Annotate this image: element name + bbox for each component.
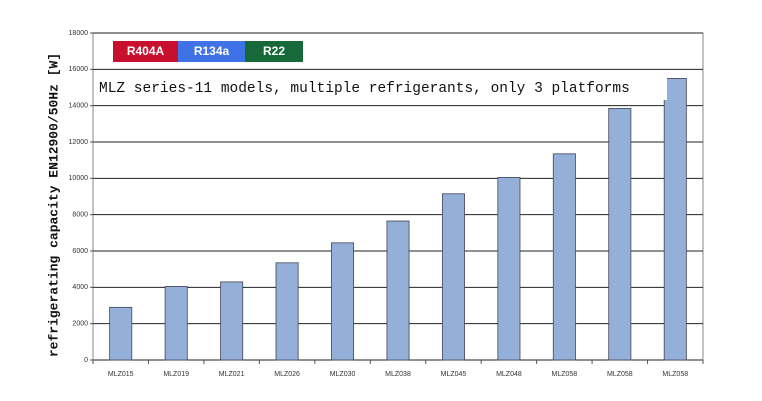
annotation: MLZ series-11 models, multiple refrigera… <box>99 81 630 97</box>
legend-label: R404A <box>127 44 165 58</box>
x-tick-label: MLZ058 <box>552 371 578 378</box>
y-tick-label: 2000 <box>72 321 88 328</box>
x-tick-label: MLZ058 <box>662 371 688 378</box>
y-tick-label: 6000 <box>72 248 88 255</box>
bar <box>275 262 299 361</box>
y-tick-label: 14000 <box>69 103 89 110</box>
y-tick-label: 10000 <box>69 175 89 182</box>
bar <box>331 242 355 361</box>
legend-swatch <box>178 41 245 62</box>
bar <box>386 220 410 361</box>
legend-swatch <box>245 41 303 62</box>
x-tick-label: MLZ021 <box>219 371 245 378</box>
legend-swatch <box>113 41 178 62</box>
annotation-box <box>95 75 667 100</box>
x-tick-label: MLZ058 <box>607 371 633 378</box>
bar <box>441 193 465 361</box>
legend-label: R134a <box>194 44 230 58</box>
x-tick-label: MLZ038 <box>385 371 411 378</box>
y-tick-label: 16000 <box>69 66 89 73</box>
y-tick-label: 12000 <box>69 139 89 146</box>
bar <box>220 281 244 361</box>
bar <box>164 286 188 361</box>
x-tick-label: MLZ030 <box>330 371 356 378</box>
y-tick-label: 18000 <box>69 30 89 37</box>
legend-label: R22 <box>263 44 285 58</box>
y-tick-label: 4000 <box>72 284 88 291</box>
x-tick-label: MLZ019 <box>163 371 189 378</box>
y-axis-label: refrigerating capacity EN12900/50Hz [W] <box>46 53 61 357</box>
x-tick-label: MLZ015 <box>108 371 134 378</box>
bar <box>109 306 133 361</box>
bar <box>608 107 632 361</box>
bar <box>663 78 687 361</box>
y-tick-label: 0 <box>84 357 88 364</box>
bar <box>497 177 521 361</box>
bar <box>552 153 576 361</box>
x-tick-label: MLZ045 <box>441 371 467 378</box>
x-tick-label: MLZ026 <box>274 371 300 378</box>
y-tick-label: 8000 <box>72 212 88 219</box>
x-tick-label: MLZ048 <box>496 371 522 378</box>
